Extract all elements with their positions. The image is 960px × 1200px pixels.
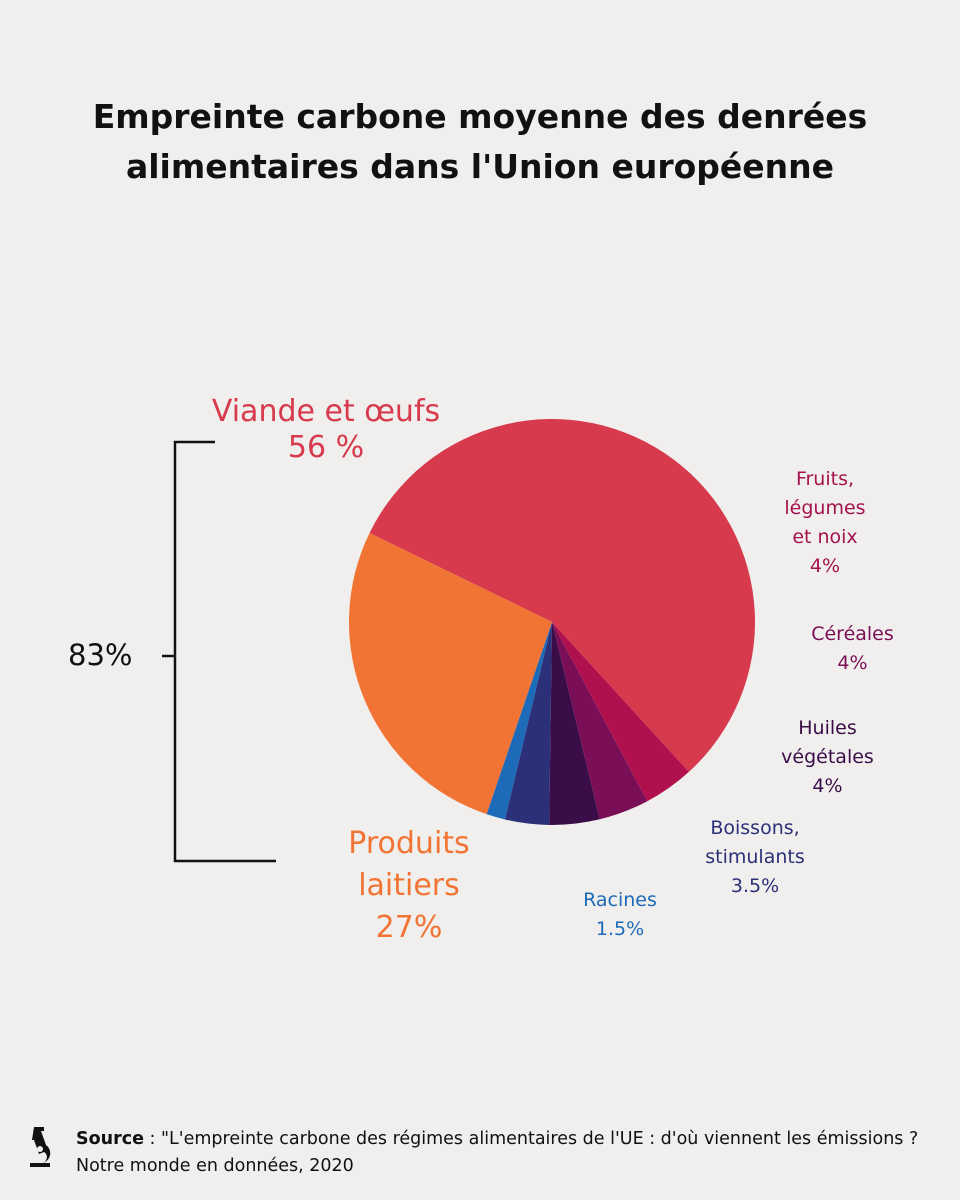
label-viande-name: Viande et œufs xyxy=(211,394,441,429)
chart-title-line-2: alimentaires dans l'Union européenne xyxy=(125,147,835,186)
label-cereales-value: 4% xyxy=(837,652,868,674)
source-label: Source xyxy=(76,1129,144,1149)
label-fruits-name-2: légumes xyxy=(784,497,866,519)
chart-title-line-1: Empreinte carbone moyenne des denrées xyxy=(92,97,868,136)
label-boissons-value: 3.5% xyxy=(730,875,780,897)
label-fruits-value: 4% xyxy=(809,555,841,577)
label-laitiers-name-1: Produits xyxy=(348,826,470,861)
label-racines-name: Racines xyxy=(583,889,657,911)
pie-slice-cereales xyxy=(552,622,648,820)
pie-slice-fruits xyxy=(552,622,689,802)
bracket-label: 83% xyxy=(68,638,133,672)
label-fruits: Fruits, légumes et noix 4% xyxy=(755,465,895,581)
label-fruits-name-3: et noix xyxy=(792,526,858,548)
pie-slice-huiles xyxy=(549,622,600,825)
pie-slice-laitiers xyxy=(348,533,552,815)
label-racines-value: 1.5% xyxy=(595,918,645,940)
label-viande: Viande et œufs 56 % xyxy=(176,394,476,466)
label-viande-value: 56 % xyxy=(287,430,365,465)
label-laitiers: Produits laitiers 27% xyxy=(309,823,509,949)
label-cereales-name: Céréales xyxy=(811,623,894,645)
pie-slice-boissons xyxy=(504,622,552,825)
label-laitiers-name-2: laitiers xyxy=(358,868,460,903)
chart-title: Empreinte carbone moyenne des denrées al… xyxy=(0,92,960,192)
label-huiles: Huiles végétales 4% xyxy=(760,714,895,801)
label-huiles-name-2: végétales xyxy=(781,746,874,768)
label-racines: Racines 1.5% xyxy=(555,886,685,944)
label-huiles-value: 4% xyxy=(812,775,843,797)
label-huiles-name-1: Huiles xyxy=(798,717,857,739)
label-cereales: Céréales 4% xyxy=(785,620,920,678)
pie-slice-racines xyxy=(486,622,552,820)
label-boissons: Boissons, stimulants 3.5% xyxy=(680,814,830,901)
source-text: : "L'empreinte carbone des régimes alime… xyxy=(76,1129,919,1176)
microscope-icon xyxy=(30,1127,51,1167)
label-fruits-name-1: Fruits, xyxy=(795,468,855,490)
bracket-line xyxy=(162,440,276,863)
pie-slice-viande xyxy=(369,419,755,772)
label-boissons-name-2: stimulants xyxy=(705,846,805,868)
label-boissons-name-1: Boissons, xyxy=(710,817,800,839)
source-note: Source : "L'empreinte carbone des régime… xyxy=(76,1126,936,1180)
label-laitiers-value: 27% xyxy=(375,910,443,945)
